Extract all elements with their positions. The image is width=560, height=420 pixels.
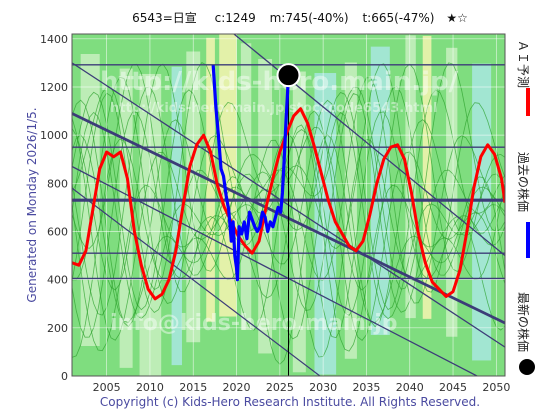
y-tick-label: 1400 bbox=[40, 33, 68, 46]
x-tick-label: 2050 bbox=[482, 381, 510, 394]
watermark-email: info@kids-hero.main.jp bbox=[110, 311, 398, 336]
forecast-line bbox=[72, 107, 505, 301]
chart-header: 6543=日宣 c:1249 m:745(-40%) t:665(-47%) ★… bbox=[132, 10, 468, 25]
band-column bbox=[405, 35, 416, 319]
band-column bbox=[446, 47, 458, 337]
y-tick-label: 1200 bbox=[40, 81, 68, 94]
axis-ticks: 2005 2010 2015 2020 2025 2030 2035 2040 2045 2050… bbox=[40, 33, 510, 394]
y-tick-label: 400 bbox=[47, 274, 68, 287]
legend-forecast-label: ＡＩ予測 bbox=[516, 40, 530, 88]
current-price: c:1249 bbox=[215, 11, 256, 25]
grid bbox=[72, 34, 505, 376]
legend-latest-label: 最新の株価 bbox=[516, 292, 531, 352]
legend: ＡＩ予測 過去の株価 最新の株価 bbox=[516, 40, 535, 375]
legend-past-label: 過去の株価 bbox=[516, 152, 531, 212]
band-column bbox=[422, 35, 432, 319]
copyright-text: Copyright (c) Kids-Hero Research Institu… bbox=[100, 395, 480, 409]
watermark-page: http://kids-hero.main.jp/stockcode6543.h… bbox=[110, 101, 438, 116]
y-tick-label: 200 bbox=[47, 322, 68, 335]
y-tick-label: 0 bbox=[61, 370, 68, 383]
series bbox=[72, 63, 505, 301]
past-price-line bbox=[211, 65, 291, 282]
band-column bbox=[240, 43, 252, 330]
code-name: 6543=日宣 bbox=[132, 10, 197, 25]
trend-diagonal bbox=[72, 187, 321, 376]
y-tick-label: 800 bbox=[47, 177, 68, 190]
x-tick-label: 2010 bbox=[136, 381, 164, 394]
y-tick-label: 1000 bbox=[40, 129, 68, 142]
trend-diagonal bbox=[232, 34, 505, 257]
y-tick-label: 600 bbox=[47, 225, 68, 238]
x-tick-label: 2025 bbox=[266, 381, 294, 394]
x-tick-label: 2015 bbox=[179, 381, 207, 394]
generated-label: Generated on Monday 2026/1/5. bbox=[25, 107, 39, 302]
max-info: m:745(-40%) bbox=[270, 11, 349, 25]
x-tick-label: 2020 bbox=[223, 381, 251, 394]
x-tick-label: 2030 bbox=[309, 381, 337, 394]
rating-stars: ★☆ bbox=[446, 11, 468, 25]
x-tick-label: 2045 bbox=[439, 381, 467, 394]
plot-border bbox=[71, 33, 506, 377]
plot-area: http://kids-hero.main.jp/ http://kids-he… bbox=[40, 33, 510, 394]
x-tick-label: 2005 bbox=[93, 381, 121, 394]
target-info: t:665(-47%) bbox=[362, 11, 434, 25]
band-column bbox=[344, 62, 357, 359]
band-column bbox=[219, 34, 237, 317]
latest-price-point bbox=[276, 63, 301, 88]
x-tick-label: 2040 bbox=[396, 381, 424, 394]
x-tick-label: 2035 bbox=[352, 381, 380, 394]
legend-latest-swatch bbox=[519, 359, 535, 375]
